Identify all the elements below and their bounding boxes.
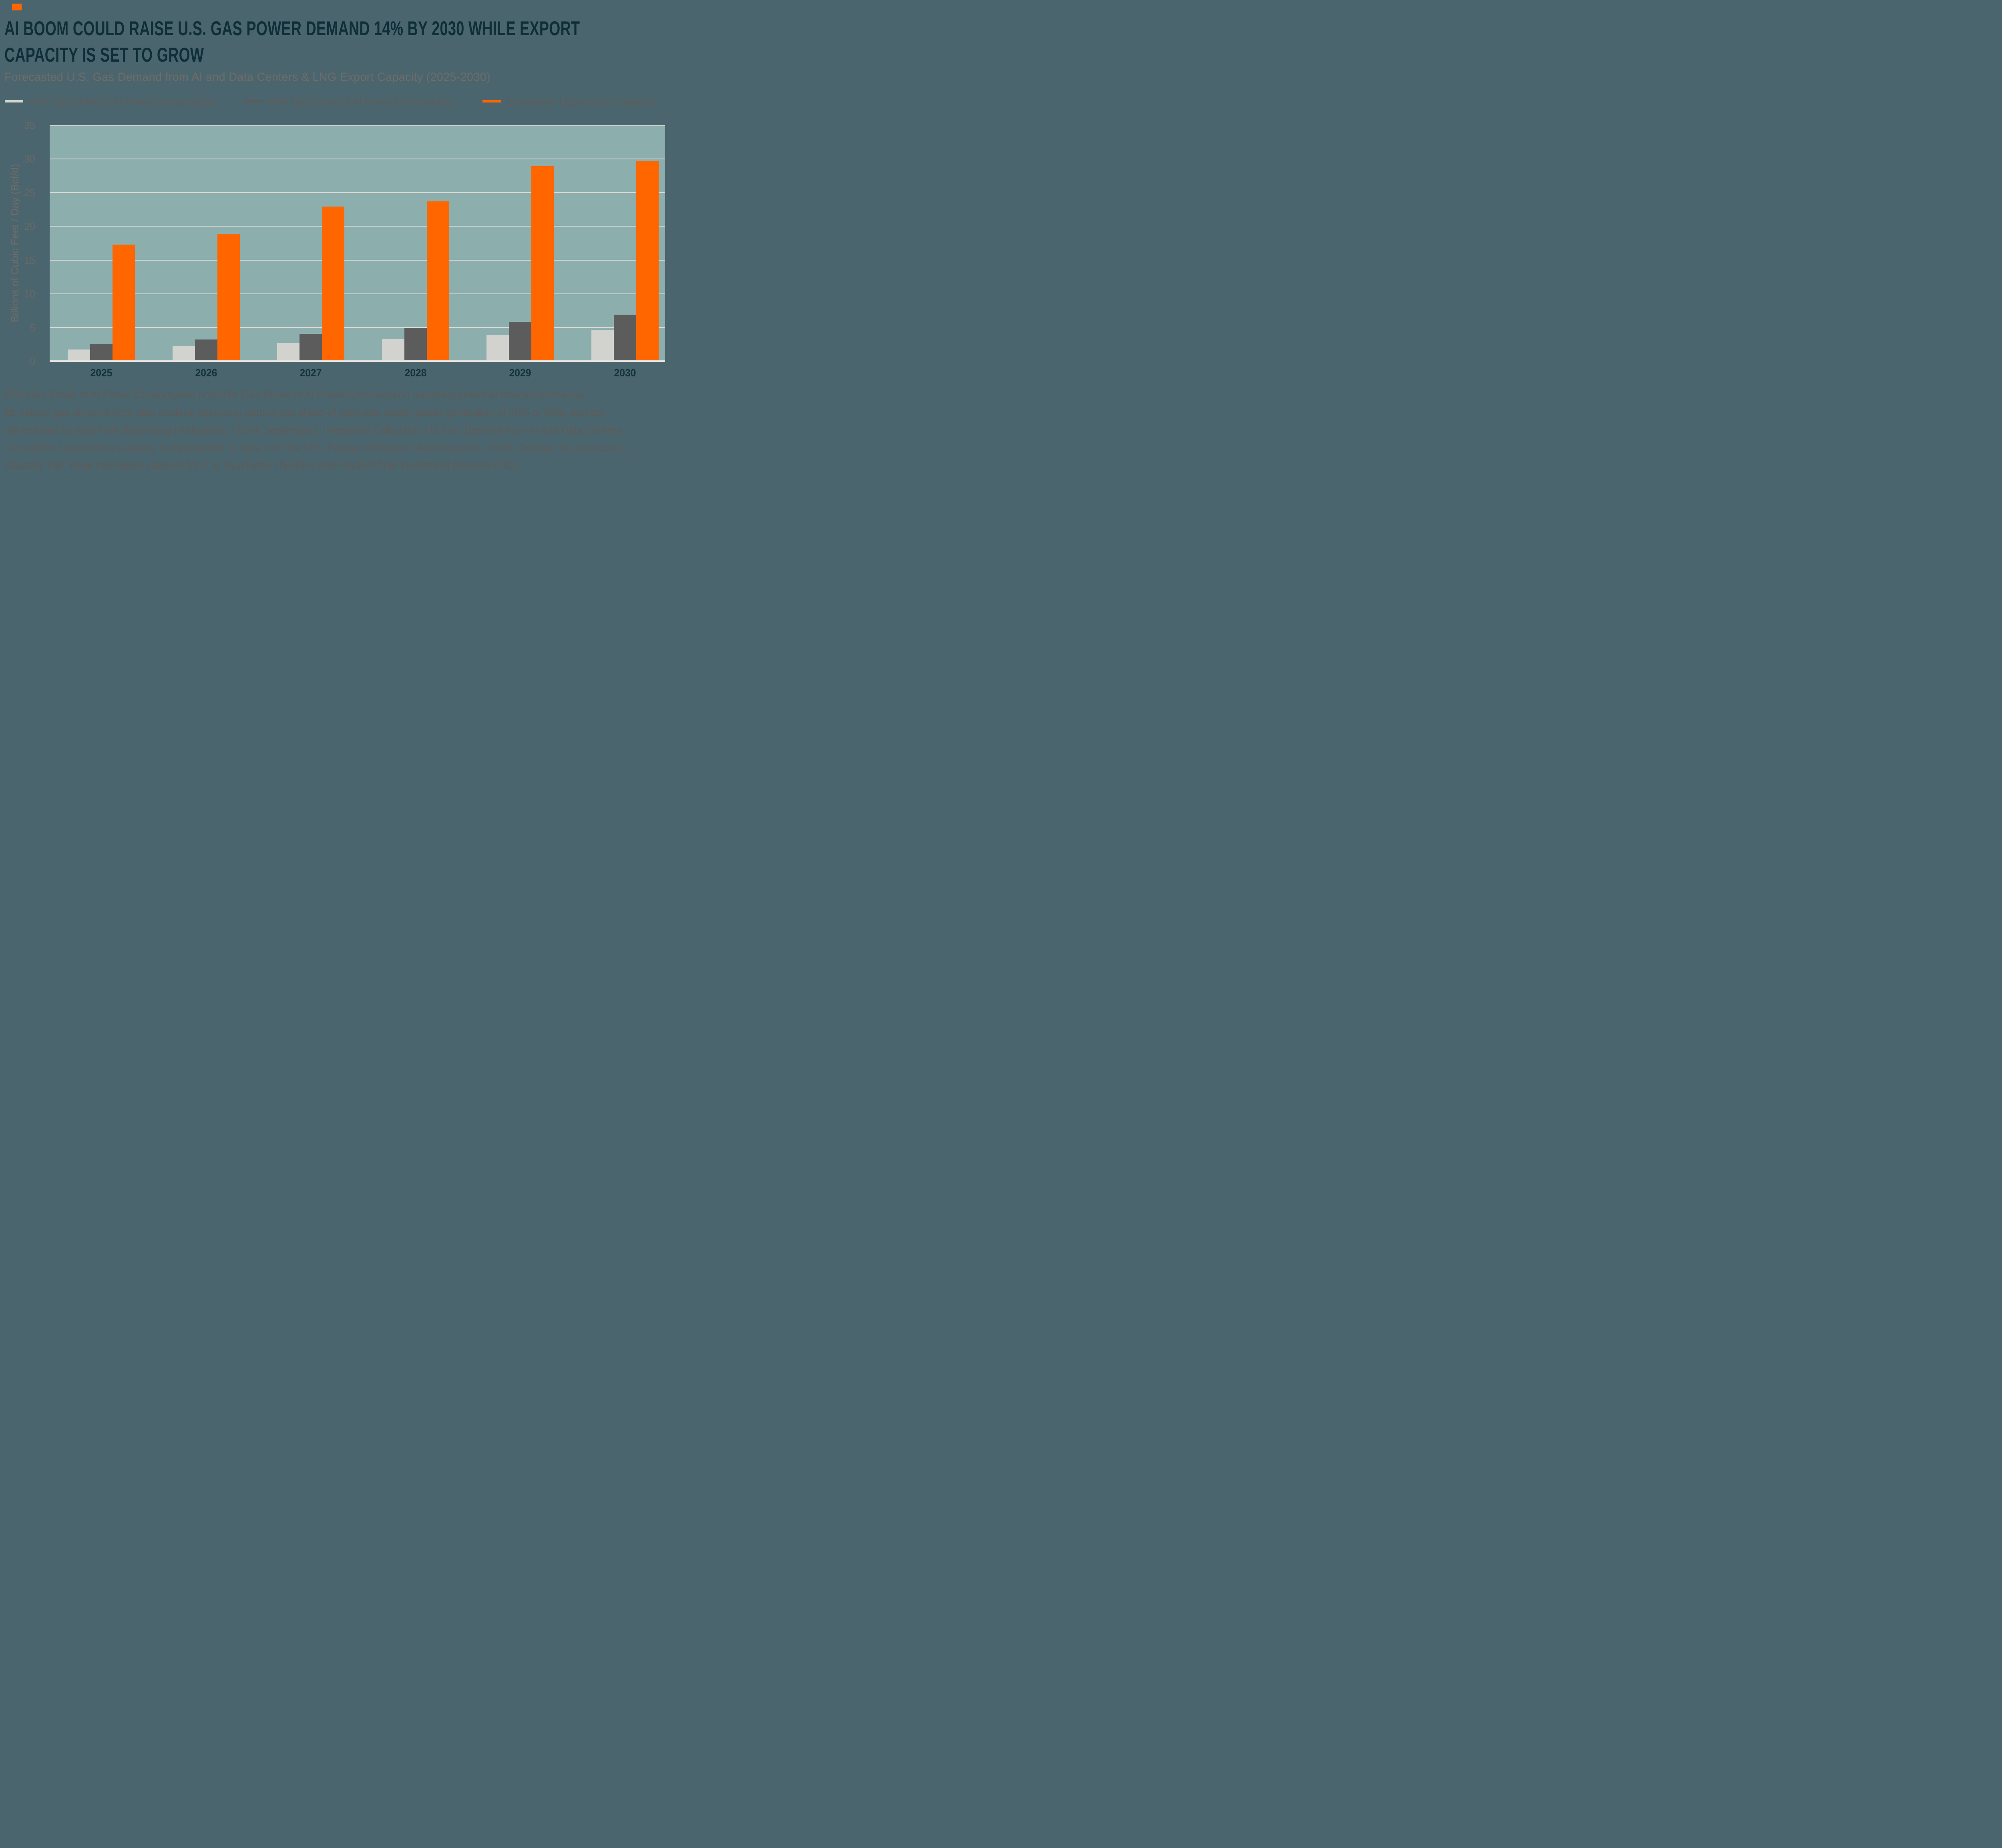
y-tick-label-5: 5 <box>30 321 35 333</box>
bar-2025-series-3 <box>113 244 135 360</box>
bar-2030-series-3 <box>636 161 659 360</box>
gridline-35 <box>50 125 665 126</box>
bar-2028-series-1 <box>382 339 404 360</box>
bar-2030-series-1 <box>591 330 614 360</box>
y-tick-label-10: 10 <box>24 287 35 300</box>
x-axis-label-2027: 2027 <box>299 367 322 379</box>
x-axis-label-2030: 2030 <box>614 367 636 379</box>
page-title-line-1: AI BOOM COULD RAISE U.S. GAS POWER DEMAN… <box>4 17 580 40</box>
x-axis-label-2028: 2028 <box>404 367 427 379</box>
legend-swatch-icon <box>5 100 23 102</box>
bar-2025-series-1 <box>68 350 90 360</box>
bar-2029-series-2 <box>509 322 532 360</box>
y-tick-label-30: 30 <box>24 153 35 165</box>
gridline-15 <box>50 259 665 261</box>
bar-2028-series-3 <box>426 201 449 360</box>
y-tick-label-35: 35 <box>24 119 35 131</box>
footnote: 40% Gas Share of AI Power Consumption an… <box>4 386 658 474</box>
bar-2026-series-2 <box>195 339 217 360</box>
bar-2026-series-3 <box>217 233 240 360</box>
legend-item-2: 60% Gas Share of AI Power Consumption <box>244 94 462 108</box>
bar-2029-series-1 <box>486 335 509 360</box>
legend-item-3: Cumulative Liquefaction Capacity <box>482 94 661 108</box>
x-axis-label-2026: 2026 <box>195 367 217 379</box>
footnote-line-4: Cumulative Liquefaction Capacity is repr… <box>4 442 626 454</box>
bar-2027-series-3 <box>322 207 345 360</box>
y-tick-label-0: 0 <box>30 355 35 367</box>
chart-subtitle: Forecasted U.S. Gas Demand from AI and D… <box>4 70 490 84</box>
bar-2028-series-2 <box>404 328 427 360</box>
accent-square <box>12 4 22 10</box>
legend-label: Cumulative Liquefaction Capacity <box>507 95 655 107</box>
x-axis-line <box>50 360 665 362</box>
footnote-line-5: Capacity File. Peak nameplate capacity f… <box>4 459 520 471</box>
page-title: AI BOOM COULD RAISE U.S. GAS POWER DEMAN… <box>4 15 804 68</box>
bar-2027-series-1 <box>277 343 300 360</box>
x-axis-label-2025: 2025 <box>90 367 113 379</box>
bar-2029-series-3 <box>531 166 554 360</box>
bar-2025-series-2 <box>90 344 113 360</box>
y-tick-label-15: 15 <box>24 254 35 266</box>
legend-swatch-icon <box>482 100 501 102</box>
bar-2027-series-2 <box>299 334 322 360</box>
x-axis-label-2029: 2029 <box>509 367 531 379</box>
gridline-5 <box>50 327 665 328</box>
gridline-25 <box>50 192 665 193</box>
gridline-10 <box>50 293 665 294</box>
footnote-line-1: 40% Gas Share of AI Power Consumption an… <box>4 389 584 401</box>
gridline-20 <box>50 226 665 227</box>
bar-2026-series-1 <box>172 346 195 360</box>
y-tick-label-25: 25 <box>24 187 35 199</box>
footnote-line-2: for natural gas demand from data centers… <box>4 406 605 418</box>
plot-area <box>50 125 665 362</box>
legend-swatch-icon <box>244 100 263 102</box>
y-tick-label-20: 20 <box>24 220 35 233</box>
legend-label: 60% Gas Share of AI Power Consumption <box>268 95 454 107</box>
page-title-line-2: CAPACITY IS SET TO GROW <box>4 44 204 66</box>
legend: 40% Gas Share of AI Power Consumption 60%… <box>0 94 667 108</box>
bar-2030-series-2 <box>613 314 636 360</box>
legend-label: 40% Gas Share of AI Power Consumption <box>29 95 215 107</box>
footnote-line-3: represented by data from Bloomberg Intel… <box>4 424 625 436</box>
legend-item-1: 40% Gas Share of AI Power Consumption <box>5 94 223 108</box>
